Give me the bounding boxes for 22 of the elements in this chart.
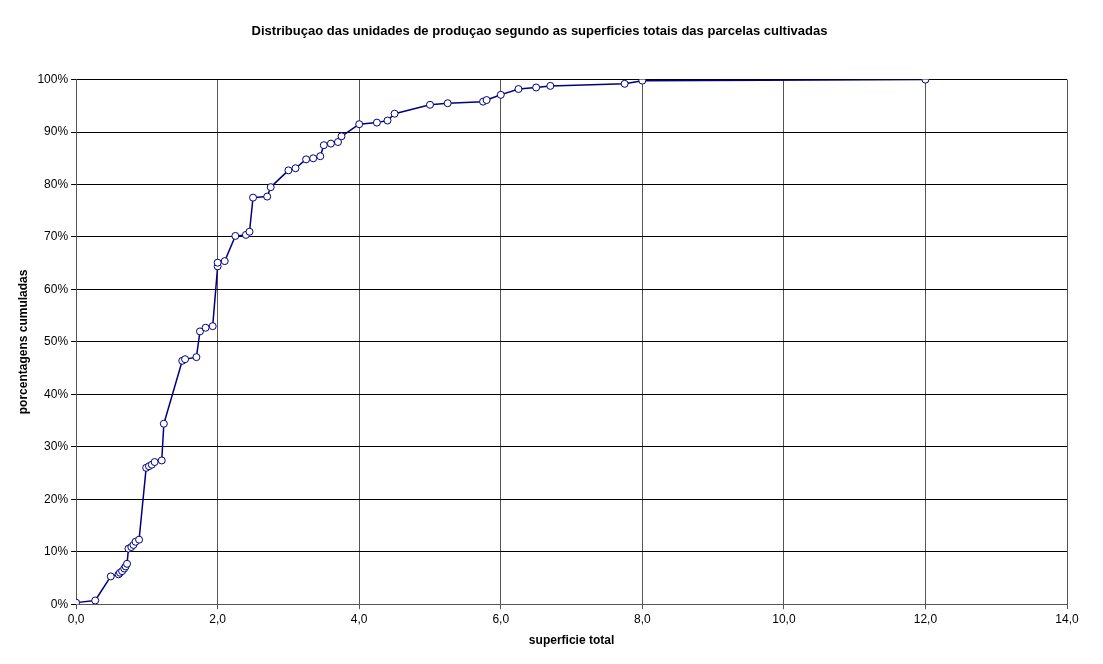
x-tick-label: 14,0	[1055, 611, 1079, 626]
y-tick-label: 80%	[44, 176, 69, 191]
x-axis-title: superficie total	[528, 633, 615, 648]
y-tick-label: 20%	[44, 491, 69, 506]
x-tick-label: 10,0	[772, 611, 796, 626]
y-axis-title: porcentagens cumuladas	[15, 269, 30, 415]
chart-title: Distribuçao das unidades de produçao segundo as superficies totais das parcelas cultivadas	[251, 23, 828, 39]
y-tick-label: 60%	[44, 281, 69, 296]
x-tick-label: 0,0	[67, 611, 85, 626]
x-tick-label: 8,0	[633, 611, 651, 626]
y-tick-label: 40%	[44, 386, 69, 401]
x-tick-label: 6,0	[492, 611, 510, 626]
x-tick-label: 4,0	[350, 611, 368, 626]
y-tick-label: 100%	[37, 71, 69, 86]
x-tick-label: 2,0	[209, 611, 227, 626]
y-tick-label: 90%	[44, 124, 69, 139]
y-tick-label: 10%	[44, 544, 69, 559]
y-tick-label: 70%	[44, 229, 69, 244]
x-tick-label: 12,0	[913, 611, 938, 626]
y-tick-label: 50%	[44, 334, 69, 349]
y-tick-label: 30%	[44, 439, 69, 454]
y-tick-label: 0%	[50, 596, 69, 611]
